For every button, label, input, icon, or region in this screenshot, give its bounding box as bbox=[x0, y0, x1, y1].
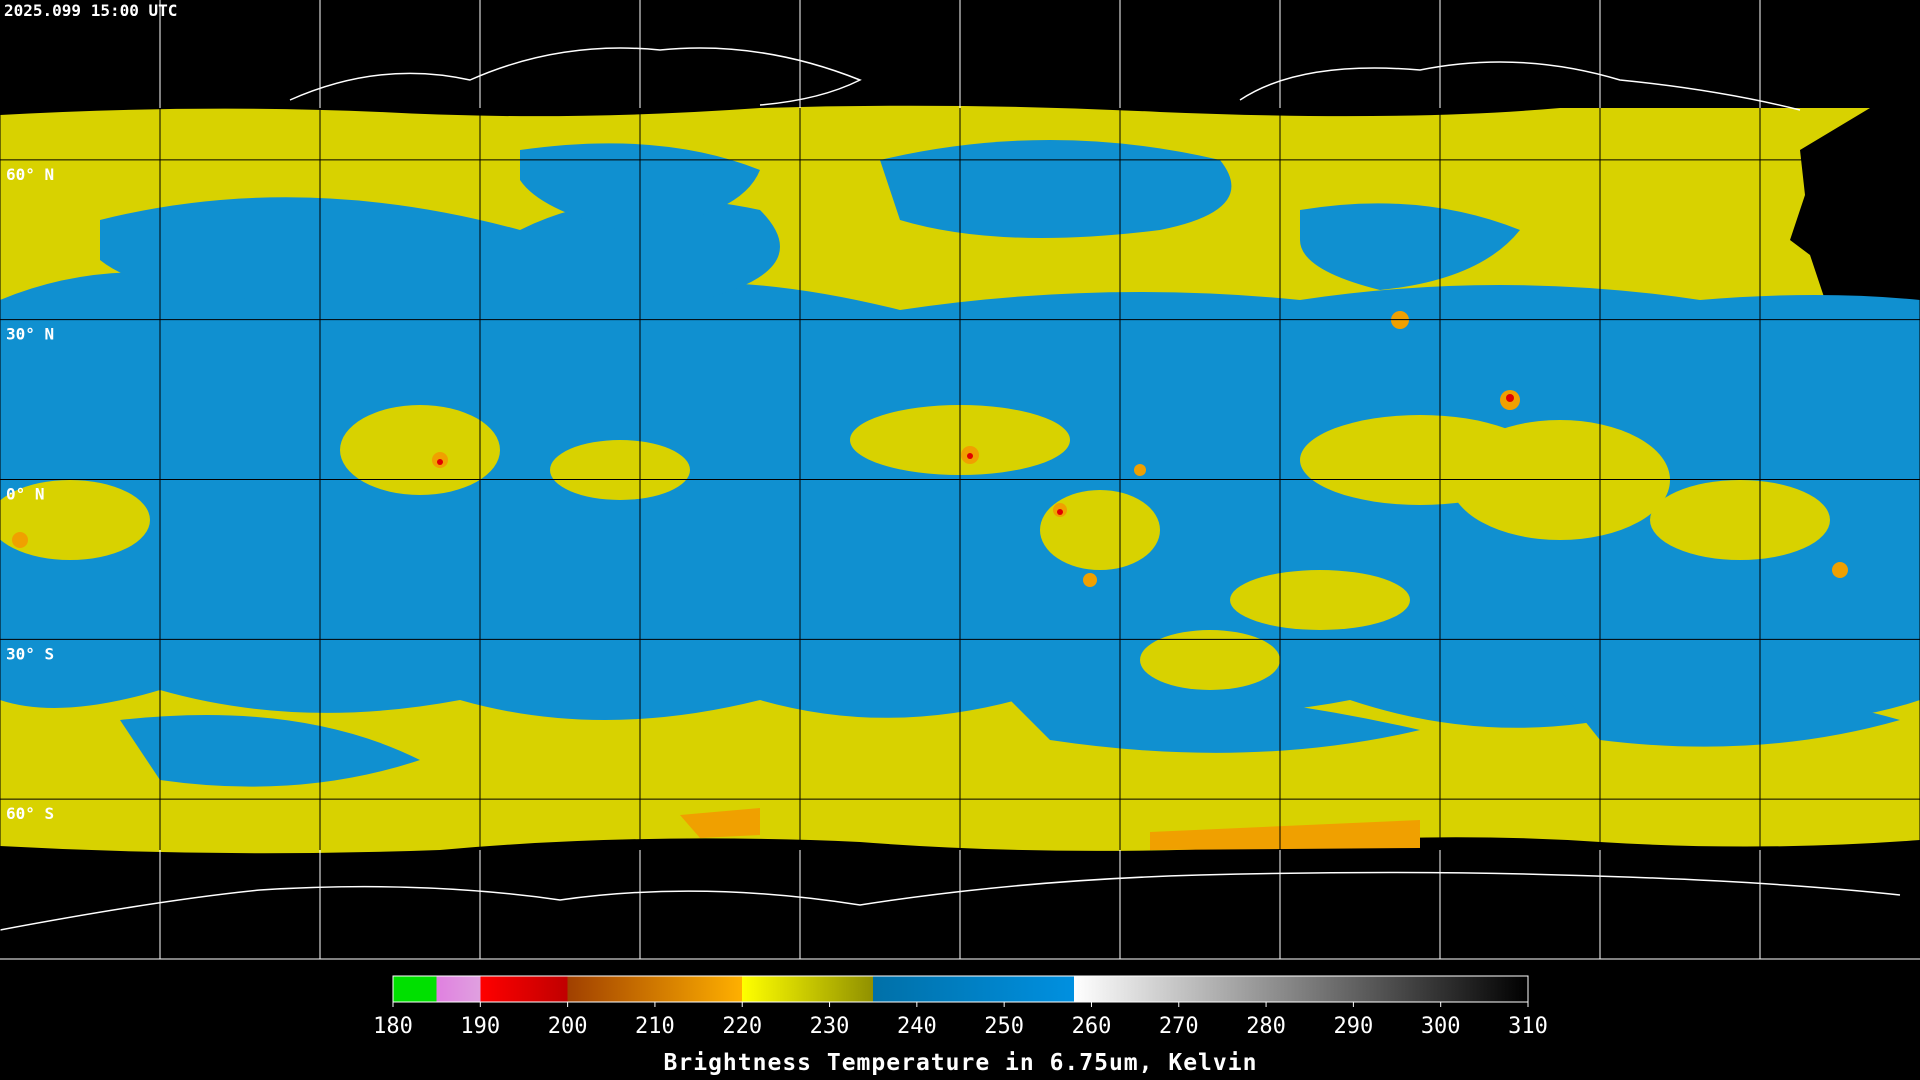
colorbar-tick-label: 250 bbox=[984, 1014, 1024, 1039]
colorbar-tick-label: 270 bbox=[1159, 1014, 1199, 1039]
colorbar-tick-label: 230 bbox=[810, 1014, 850, 1039]
colorbar-scale bbox=[392, 975, 1529, 1003]
convection bbox=[0, 405, 1830, 690]
colorbar-tick-label: 240 bbox=[897, 1014, 937, 1039]
lat-label: 60° N bbox=[6, 165, 54, 184]
lat-label: 30° S bbox=[6, 644, 54, 663]
timestamp: 2025.099 15:00 UTC bbox=[4, 1, 177, 20]
colorbar-tick-label: 300 bbox=[1421, 1014, 1461, 1039]
graticule: 60° N 30° N 0° N 30° S 60° S bbox=[0, 0, 1920, 960]
colorbar-tick-label: 310 bbox=[1508, 1014, 1548, 1039]
colorbar-tick-label: 290 bbox=[1334, 1014, 1374, 1039]
colorbar-tick-label: 190 bbox=[460, 1014, 500, 1039]
colorbar-tick-label: 260 bbox=[1072, 1014, 1112, 1039]
colorbar-tick-label: 280 bbox=[1246, 1014, 1286, 1039]
colorbar-title: Brightness Temperature in 6.75um, Kelvin bbox=[664, 1050, 1258, 1076]
lat-label: 60° S bbox=[6, 804, 54, 823]
coastlines bbox=[0, 47, 1901, 931]
coldest-tops bbox=[437, 394, 1514, 515]
colorbar-tick-label: 210 bbox=[635, 1014, 675, 1039]
colorbar-tick-label: 200 bbox=[548, 1014, 588, 1039]
colorbar-tick-label: 220 bbox=[722, 1014, 762, 1039]
lat-label: 0° N bbox=[6, 485, 45, 504]
colorbar: 180 190 200 210 220 230 240 250 260 270 280 290 300 3… bbox=[373, 975, 1548, 1076]
colorbar-tick-label: 180 bbox=[373, 1014, 413, 1039]
lat-label: 30° N bbox=[6, 325, 54, 344]
